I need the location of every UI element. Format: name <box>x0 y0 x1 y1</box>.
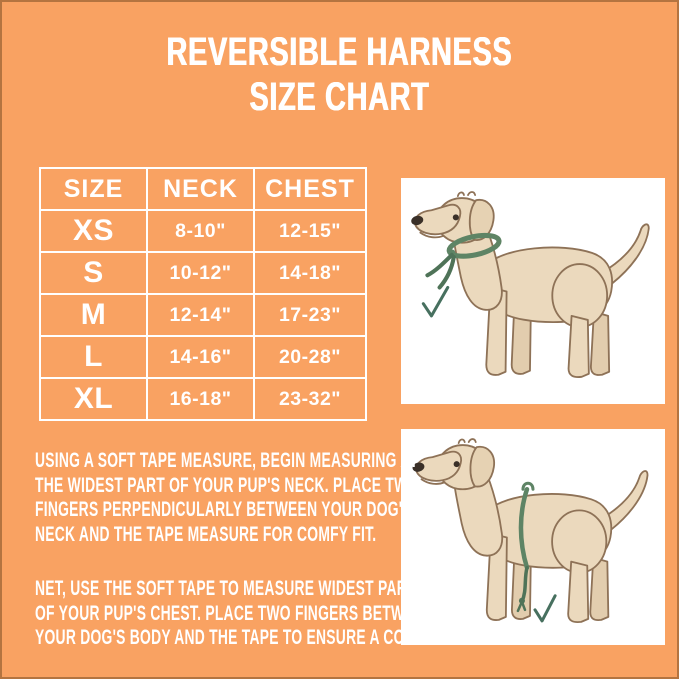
instruction-line: OF YOUR PUP'S CHEST. PLACE TWO FINGERS B… <box>35 601 434 625</box>
size-label: M <box>39 293 148 337</box>
size-label: XL <box>39 377 148 421</box>
header-chest: CHEST <box>253 167 367 211</box>
table-row-s: S 10-12" 14-18" <box>39 251 367 295</box>
header-neck: NECK <box>146 167 255 211</box>
dog-chest-measure-illustration <box>401 429 665 645</box>
chest-range: 14-18" <box>253 251 367 295</box>
table-header-row: SIZE NECK CHEST <box>39 167 367 211</box>
neck-measuring-instructions: USING A SOFT TAPE MEASURE, BEGIN MEASURI… <box>35 449 419 547</box>
dog-neck-measure-illustration <box>401 178 665 404</box>
table-row-xs: XS 8-10" 12-15" <box>39 209 367 253</box>
chest-range: 12-15" <box>253 209 367 253</box>
table-row-m: M 12-14" 17-23" <box>39 293 367 337</box>
chest-range: 23-32" <box>253 377 367 421</box>
chest-measuring-instructions: NET, USE THE SOFT TAPE TO MEASURE WIDEST… <box>35 577 460 651</box>
neck-range: 16-18" <box>146 377 255 421</box>
chest-range: 17-23" <box>253 293 367 337</box>
size-chart-table: SIZE NECK CHEST XS 8-10" 12-15" S 10-12"… <box>39 167 367 421</box>
size-label: L <box>39 335 148 379</box>
neck-tape-measure-icon <box>425 232 502 290</box>
instruction-line: USING A SOFT TAPE MEASURE, BEGIN MEASURI… <box>35 449 419 472</box>
checkmark-icon <box>421 285 450 318</box>
page-title-line-2: SIZE CHART <box>249 75 430 119</box>
instruction-line: THE WIDEST PART OF YOUR PUP'S NECK. PLAC… <box>35 473 419 497</box>
table-row-xl: XL 16-18" 23-32" <box>39 377 367 421</box>
header-size: SIZE <box>39 167 148 211</box>
page-title-line-1: REVERSIBLE HARNESS <box>166 30 513 74</box>
dog-chest-measure-drawing <box>410 438 649 624</box>
neck-range: 14-16" <box>146 335 255 379</box>
page-title: REVERSIBLE HARNESS SIZE CHART <box>2 30 677 120</box>
table-row-l: L 14-16" 20-28" <box>39 335 367 379</box>
instruction-line: NECK AND THE TAPE MEASURE FOR COMFY FIT. <box>35 522 377 546</box>
checkmark-icon <box>533 594 557 623</box>
size-label: S <box>39 251 148 295</box>
size-label: XS <box>39 209 148 253</box>
chest-range: 20-28" <box>253 335 367 379</box>
chest-tape-measure-icon <box>516 481 535 613</box>
neck-range: 10-12" <box>146 251 255 295</box>
instruction-line: YOUR DOG'S BODY AND THE TAPE TO ENSURE A… <box>35 626 461 650</box>
instruction-line: FINGERS PERPENDICULARLY BETWEEN YOUR DOG… <box>35 498 412 522</box>
neck-range: 12-14" <box>146 293 255 337</box>
dog-neck-measure-drawing <box>409 191 650 378</box>
instruction-line: NET, USE THE SOFT TAPE TO MEASURE WIDEST… <box>35 577 416 600</box>
neck-range: 8-10" <box>146 209 255 253</box>
